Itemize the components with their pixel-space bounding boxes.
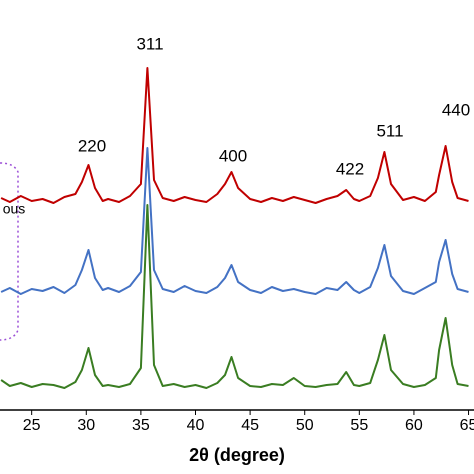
phase-label: ous	[3, 201, 26, 217]
x-tick-label: 55	[350, 417, 368, 434]
peak-label: 400	[219, 146, 247, 165]
x-tick-label: 45	[241, 417, 259, 434]
x-tick-label: 65	[460, 417, 474, 434]
x-tick-label: 50	[296, 417, 314, 434]
peak-label: 440	[442, 100, 470, 119]
x-tick-label: 30	[77, 417, 95, 434]
peak-label: 220	[78, 136, 106, 155]
peak-label: 511	[376, 121, 403, 140]
peak-label: 311	[136, 34, 163, 53]
x-tick-label: 25	[23, 417, 41, 434]
peak-label: 422	[336, 159, 364, 178]
x-axis-title: 2θ (degree)	[189, 445, 285, 465]
x-tick-label: 35	[132, 417, 150, 434]
x-tick-label: 60	[405, 417, 423, 434]
x-tick-label: 40	[187, 417, 205, 434]
xrd-pattern	[0, 204, 469, 389]
xrd-pattern	[0, 147, 469, 295]
xrd-pattern	[0, 67, 469, 204]
amorphous-bracket	[0, 162, 19, 341]
